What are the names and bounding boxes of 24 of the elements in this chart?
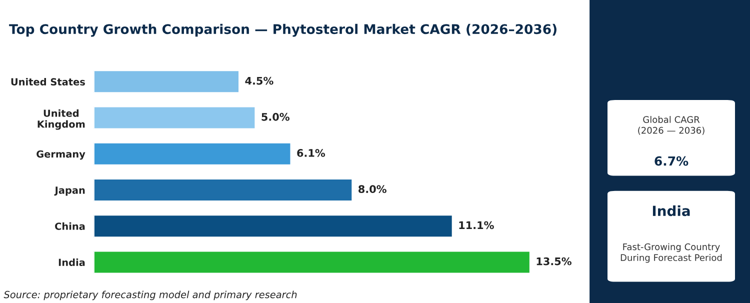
data-label: 6.1% (297, 149, 326, 157)
y-tick-label: Japan (54, 186, 85, 196)
data-label: 4.5% (245, 76, 274, 85)
bar (94, 214, 454, 238)
data-label: 5.0% (262, 112, 290, 121)
data-label: 11.1% (459, 221, 494, 230)
y-tick-label: India (58, 258, 85, 266)
data-label: 13.5% (536, 257, 572, 266)
chart-title: Top Country Growth Comparison — Phytosterol Market CAGR (2026–2036) (9, 24, 556, 37)
bar (94, 250, 531, 274)
text: 6.7% (654, 156, 688, 166)
y-tick-label: China (55, 222, 85, 230)
bar (94, 178, 354, 202)
y-tick-label: Germany (36, 150, 86, 160)
y-tick-label: United States (11, 78, 85, 86)
text: Fast-Growing Country During Forecast Period (620, 243, 722, 263)
bar (94, 70, 240, 94)
bar (94, 106, 256, 130)
text: Global CAGR (2026 — 2036) (638, 116, 704, 135)
data-label: 8.0% (358, 185, 386, 194)
text: India (652, 205, 690, 216)
y-tick-label: United Kingdom (38, 109, 85, 130)
source-note: Source: proprietary forecasting model and primary research (4, 290, 297, 300)
bar (94, 142, 292, 166)
